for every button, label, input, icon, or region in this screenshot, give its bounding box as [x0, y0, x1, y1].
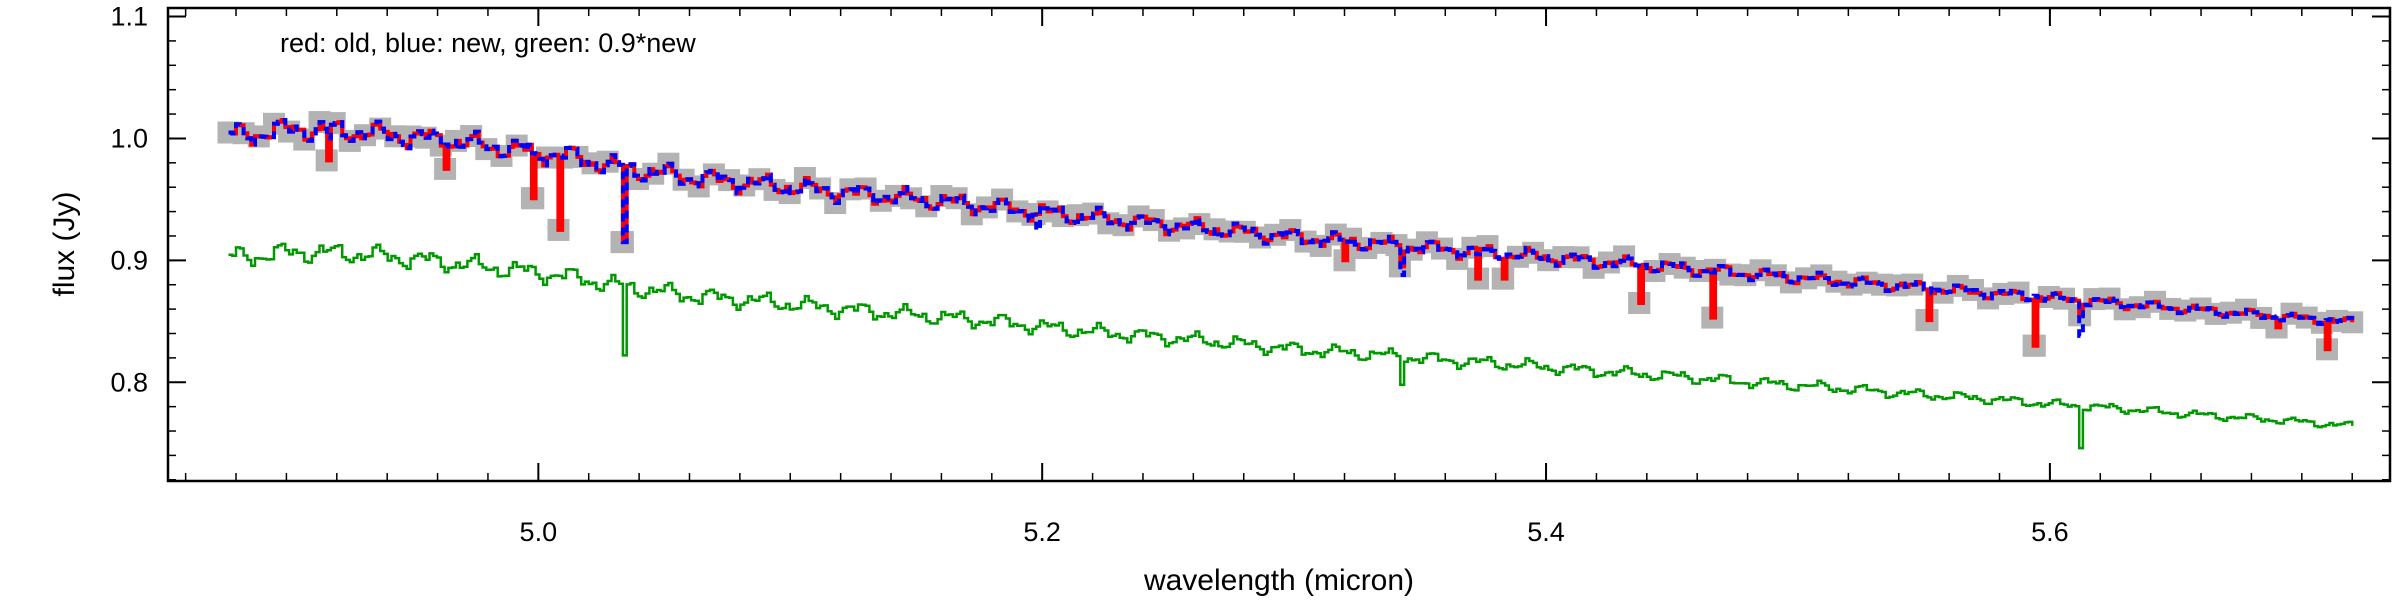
x-tick-label: 5.4: [1527, 517, 1565, 547]
plot-frame: [166, 6, 2392, 483]
x-tick-label: 5.2: [1023, 517, 1061, 547]
x-axis-label: wavelength (micron): [1143, 564, 1414, 597]
y-axis-label: flux (Jy): [48, 192, 81, 297]
series-line-new: [228, 118, 2355, 338]
y-tick-label: 0.9: [110, 245, 148, 275]
y-tick-label: 1.0: [110, 123, 148, 153]
data-marks: [217, 111, 2364, 450]
series-line-0.9-new: [228, 242, 2354, 450]
y-tick-label: 1.1: [110, 2, 148, 32]
y-tick-label: 0.8: [110, 367, 148, 397]
x-tick-label: 5.0: [520, 517, 558, 547]
x-tick-label: 5.6: [2031, 517, 2069, 547]
chart-annotation: red: old, blue: new, green: 0.9*new: [280, 28, 696, 58]
axis-ticks: 5.0 5.2 5.4 5.6 0.8 0.9 1.0 1.1: [110, 2, 2390, 547]
